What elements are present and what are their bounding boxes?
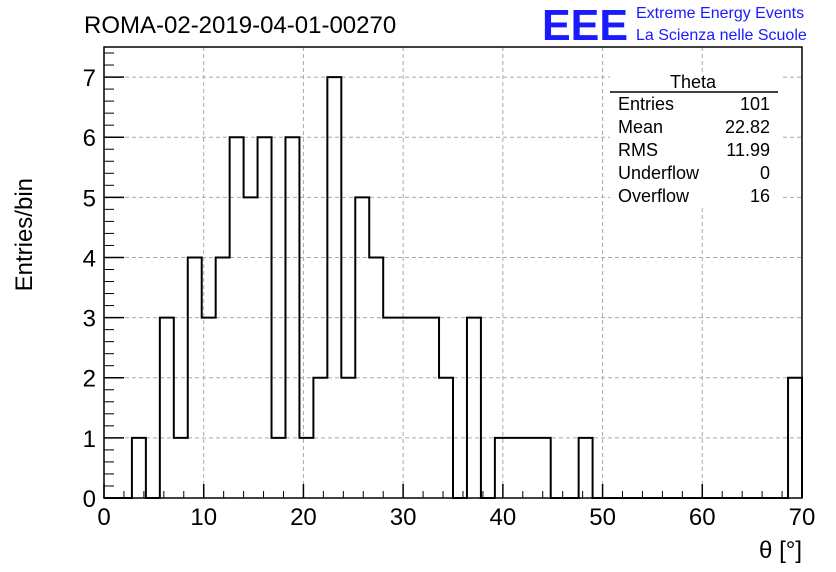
chart-title: ROMA-02-2019-04-01-00270 <box>84 12 396 39</box>
x-tick-label: 20 <box>290 504 317 531</box>
x-axis-ticks: 0 10 20 30 40 50 60 70 <box>97 484 815 531</box>
stats-row-value: 11.99 <box>726 140 770 160</box>
stats-box-background <box>610 75 780 205</box>
stats-row-value: 0 <box>760 163 770 183</box>
stats-title: Theta <box>670 72 717 92</box>
y-tick-label: 3 <box>83 306 96 333</box>
stats-row-label: RMS <box>618 140 658 160</box>
logo-line-2: La Scienza nelle Scuole <box>636 27 807 44</box>
y-axis-label: Entries/bin <box>11 178 38 291</box>
x-axis-label: θ [°] <box>759 537 802 564</box>
logo-line-1: Extreme Energy Events <box>636 5 804 22</box>
x-tick-label: 10 <box>190 504 217 531</box>
y-tick-label: 6 <box>83 125 96 152</box>
stats-row-value: 22.82 <box>725 117 770 137</box>
y-tick-label: 7 <box>83 65 96 92</box>
stats-row-label: Underflow <box>618 163 700 183</box>
x-tick-label: 30 <box>390 504 417 531</box>
stats-box: Theta Entries 101 Mean 22.82 RMS 11.99 Underfl… <box>610 72 780 206</box>
stats-row-value: 101 <box>740 94 770 114</box>
y-axis-ticks: 0 1 2 3 4 5 6 7 <box>83 52 124 513</box>
stats-row-label: Overflow <box>618 186 690 206</box>
x-tick-label: 0 <box>97 504 110 531</box>
x-tick-label: 70 <box>789 504 816 531</box>
stats-row-label: Entries <box>618 94 674 114</box>
y-tick-label: 4 <box>83 245 96 272</box>
y-tick-label: 2 <box>83 366 96 393</box>
plot-frame <box>103 46 803 499</box>
stats-row-label: Mean <box>618 117 663 137</box>
y-tick-label: 1 <box>83 426 96 453</box>
x-tick-label: 60 <box>689 504 716 531</box>
y-tick-label: 5 <box>83 185 96 212</box>
x-tick-label: 50 <box>589 504 616 531</box>
stats-row-value: 16 <box>750 186 770 206</box>
eee-logo: EEE Extreme Energy Events La Scienza nel… <box>542 1 807 50</box>
logo-mark: EEE <box>542 1 628 50</box>
y-tick-label: 0 <box>83 486 96 513</box>
x-tick-label: 40 <box>490 504 517 531</box>
